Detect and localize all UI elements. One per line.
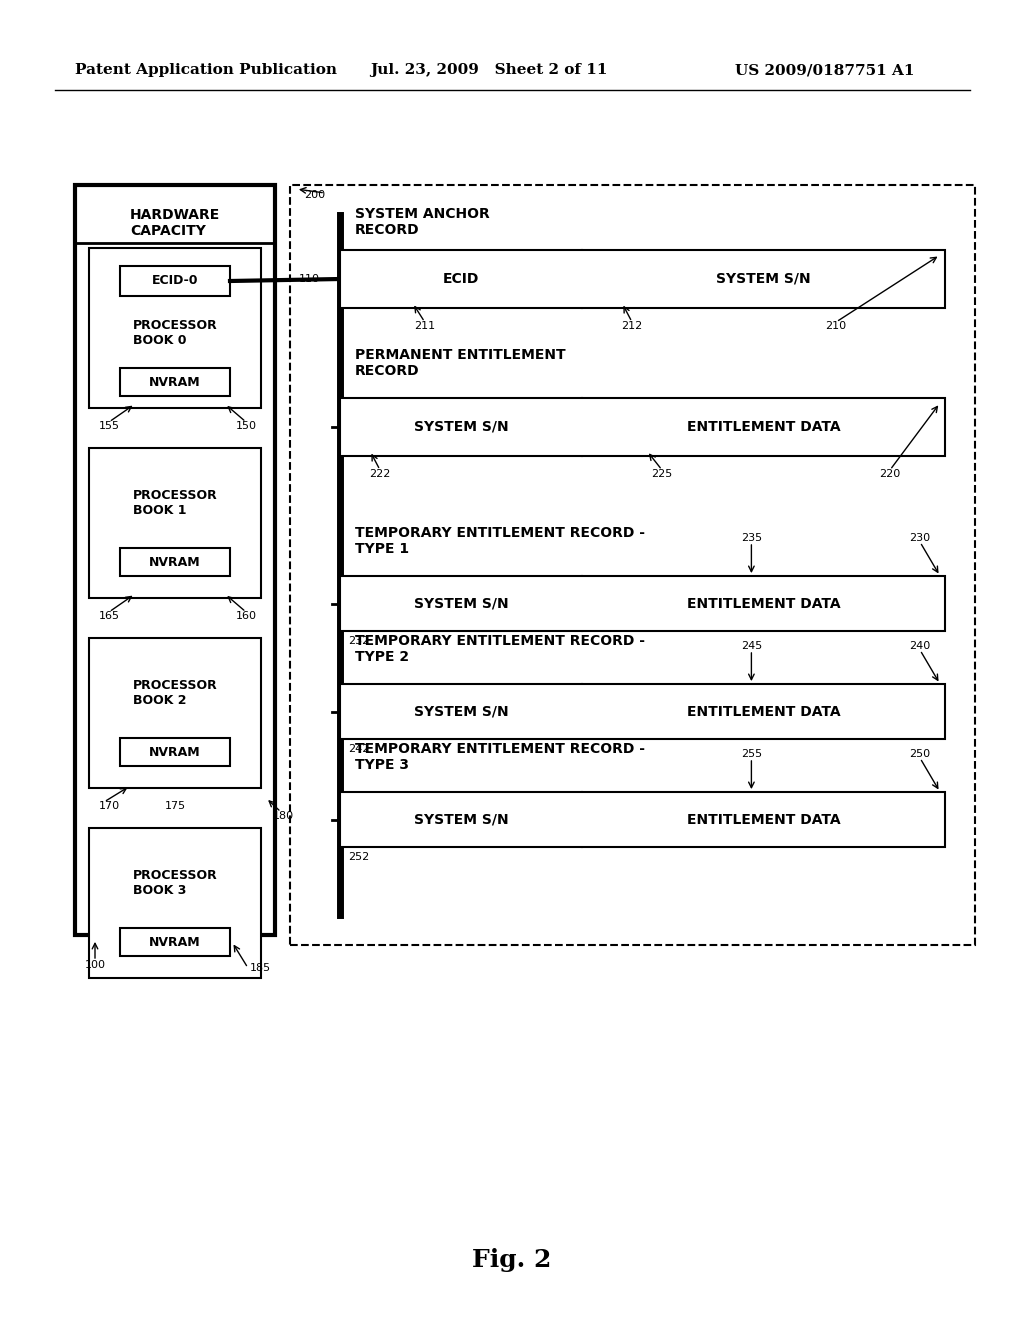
Text: Patent Application Publication: Patent Application Publication (75, 63, 337, 77)
Text: NVRAM: NVRAM (150, 936, 201, 949)
Text: NVRAM: NVRAM (150, 556, 201, 569)
Text: 252: 252 (348, 851, 370, 862)
Bar (89, 828, 261, 978)
Text: 100: 100 (85, 960, 105, 970)
Text: ENTITLEMENT DATA: ENTITLEMENT DATA (687, 420, 841, 434)
Text: 235: 235 (740, 533, 762, 543)
Text: SYSTEM S/N: SYSTEM S/N (414, 813, 508, 826)
Text: 175: 175 (165, 801, 185, 810)
Text: PERMANENT ENTITLEMENT
RECORD: PERMANENT ENTITLEMENT RECORD (355, 348, 565, 379)
Text: 245: 245 (740, 642, 762, 651)
Bar (75, 185, 275, 935)
Text: PROCESSOR
BOOK 1: PROCESSOR BOOK 1 (133, 488, 217, 517)
Bar (89, 447, 261, 598)
Text: 211: 211 (414, 321, 435, 331)
Text: 242: 242 (348, 744, 370, 754)
Bar (120, 267, 230, 296)
Text: 230: 230 (909, 533, 931, 543)
Text: PROCESSOR
BOOK 0: PROCESSOR BOOK 0 (133, 319, 217, 347)
Bar (340, 792, 945, 847)
Text: NVRAM: NVRAM (150, 375, 201, 388)
Text: HARDWARE
CAPACITY: HARDWARE CAPACITY (130, 209, 220, 238)
Text: 110: 110 (299, 275, 319, 284)
Text: ECID: ECID (442, 272, 479, 286)
Text: US 2009/0187751 A1: US 2009/0187751 A1 (735, 63, 914, 77)
Bar (120, 548, 230, 576)
Text: TEMPORARY ENTITLEMENT RECORD -
TYPE 1: TEMPORARY ENTITLEMENT RECORD - TYPE 1 (355, 525, 645, 556)
Bar (340, 684, 945, 739)
Text: TEMPORARY ENTITLEMENT RECORD -
TYPE 2: TEMPORARY ENTITLEMENT RECORD - TYPE 2 (355, 634, 645, 664)
Text: 240: 240 (909, 642, 931, 651)
Text: SYSTEM S/N: SYSTEM S/N (414, 420, 508, 434)
Bar (120, 738, 230, 766)
Bar (120, 928, 230, 956)
Text: SYSTEM ANCHOR
RECORD: SYSTEM ANCHOR RECORD (355, 207, 489, 238)
Text: PROCESSOR
BOOK 2: PROCESSOR BOOK 2 (133, 678, 217, 708)
Text: 170: 170 (99, 801, 120, 810)
Text: NVRAM: NVRAM (150, 746, 201, 759)
Bar (340, 576, 945, 631)
Text: ECID-0: ECID-0 (152, 275, 199, 288)
Text: 160: 160 (236, 611, 256, 620)
Bar (340, 249, 945, 308)
Text: PROCESSOR
BOOK 3: PROCESSOR BOOK 3 (133, 869, 217, 898)
Text: 180: 180 (272, 810, 294, 821)
Bar (89, 248, 261, 408)
Bar (89, 638, 261, 788)
Text: ENTITLEMENT DATA: ENTITLEMENT DATA (687, 705, 841, 718)
Text: Jul. 23, 2009   Sheet 2 of 11: Jul. 23, 2009 Sheet 2 of 11 (370, 63, 607, 77)
Text: 200: 200 (304, 190, 326, 201)
Text: 225: 225 (651, 469, 673, 479)
Text: TEMPORARY ENTITLEMENT RECORD -
TYPE 3: TEMPORARY ENTITLEMENT RECORD - TYPE 3 (355, 742, 645, 772)
Text: ENTITLEMENT DATA: ENTITLEMENT DATA (687, 597, 841, 610)
Text: 155: 155 (98, 421, 120, 432)
Text: 212: 212 (622, 321, 643, 331)
Text: Fig. 2: Fig. 2 (472, 1247, 552, 1272)
Text: 165: 165 (98, 611, 120, 620)
Text: 210: 210 (825, 321, 847, 331)
Bar (120, 368, 230, 396)
Text: ENTITLEMENT DATA: ENTITLEMENT DATA (687, 813, 841, 826)
Text: 232: 232 (348, 636, 370, 645)
Text: SYSTEM S/N: SYSTEM S/N (414, 705, 508, 718)
Bar (290, 185, 975, 945)
Text: 185: 185 (250, 964, 271, 973)
Text: 255: 255 (740, 748, 762, 759)
Text: 250: 250 (909, 748, 931, 759)
Text: SYSTEM S/N: SYSTEM S/N (414, 597, 508, 610)
Text: 220: 220 (880, 469, 901, 479)
Bar (340, 399, 945, 455)
Text: 222: 222 (370, 469, 391, 479)
Text: SYSTEM S/N: SYSTEM S/N (716, 272, 811, 286)
Text: 150: 150 (236, 421, 256, 432)
